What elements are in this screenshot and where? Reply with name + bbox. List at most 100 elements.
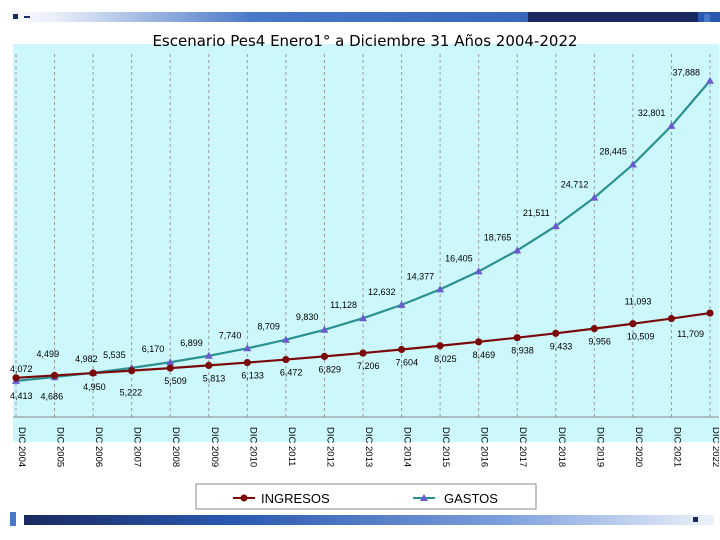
data-point-upper <box>628 160 637 168</box>
data-label-lower: 4,686 <box>41 391 64 401</box>
x-tick-label: DIC 2020 <box>633 427 644 467</box>
data-label-upper: 6,899 <box>180 338 203 348</box>
data-point-lower <box>667 314 676 323</box>
legend-box <box>195 483 537 510</box>
data-label-lower: 9,956 <box>588 337 611 347</box>
data-label-lower: 5,509 <box>164 376 187 386</box>
data-label-lower: 5,222 <box>120 388 143 398</box>
x-tick-label: DIC 2013 <box>363 427 374 467</box>
data-point-upper <box>436 285 445 293</box>
data-label-lower: 6,133 <box>241 371 264 381</box>
legend-marker <box>240 494 248 502</box>
x-tick-label: DIC 2010 <box>247 427 258 467</box>
data-label-upper: 16,405 <box>445 253 473 263</box>
data-label-lower: 6,472 <box>280 368 303 378</box>
data-point-upper <box>474 267 483 275</box>
x-tick-label: DIC 2022 <box>710 427 719 467</box>
slide-top-dash <box>24 16 30 18</box>
data-label-lower: 10,509 <box>627 332 655 342</box>
data-label-upper: 4,072 <box>10 364 33 374</box>
legend-label: INGRESOS <box>261 491 330 506</box>
data-point-lower <box>590 325 598 333</box>
legend-label: GASTOS <box>444 491 498 506</box>
data-point-upper <box>667 121 676 129</box>
data-label-lower: 11,093 <box>625 297 652 307</box>
x-tick-label: DIC 2012 <box>324 427 335 467</box>
data-label-upper: 37,888 <box>672 68 700 78</box>
data-point-lower <box>205 361 213 370</box>
data-point-upper <box>551 222 560 230</box>
x-tick-label: DIC 2005 <box>55 427 66 467</box>
slide-top-marker <box>13 14 18 19</box>
data-point-upper <box>281 335 290 343</box>
data-point-lower <box>128 367 136 375</box>
chart-legend: INGRESOS GASTOS <box>195 483 537 510</box>
data-point-lower <box>552 329 560 337</box>
x-tick-label: DIC 2007 <box>132 427 143 467</box>
data-point-lower <box>166 364 174 372</box>
x-tick-label: DIC 2017 <box>517 427 528 467</box>
data-label-lower: 8,025 <box>434 354 457 364</box>
data-point-upper <box>397 300 406 308</box>
data-label-upper: 7,740 <box>219 330 242 340</box>
data-point-upper <box>706 76 714 84</box>
data-label-lower: 7,206 <box>357 361 380 371</box>
x-tick-label: DIC 2016 <box>479 427 490 467</box>
legend-marker <box>420 494 428 501</box>
data-label-upper: 12,632 <box>368 287 396 297</box>
data-point-lower <box>243 358 251 367</box>
data-label-lower: 11,709 <box>677 329 704 339</box>
data-point-lower <box>320 352 329 360</box>
data-label-lower: 8,938 <box>511 346 534 356</box>
slide-bottom-right-marker <box>693 517 698 522</box>
x-tick-label: DIC 2004 <box>16 427 27 467</box>
data-label-lower: 4,413 <box>10 391 33 401</box>
data-label-upper: 6,170 <box>142 344 165 354</box>
data-point-lower <box>50 371 59 380</box>
chart-title: Escenario Pes4 Enero1° a Diciembre 31 Añ… <box>152 32 577 50</box>
x-tick-label: DIC 2018 <box>556 427 567 467</box>
data-label-lower: 7,604 <box>396 358 419 368</box>
data-label-upper: 8,709 <box>257 322 280 332</box>
x-tick-label: DIC 2021 <box>671 427 682 467</box>
chart-area: Escenario Pes4 Enero1° a Diciembre 31 Añ… <box>3 24 720 512</box>
data-point-lower <box>513 334 521 342</box>
data-point-upper <box>513 246 522 254</box>
data-point-upper <box>590 193 599 201</box>
line-chart: Escenario Pes4 Enero1° a Diciembre 31 Añ… <box>10 32 720 510</box>
data-point-upper <box>243 344 252 352</box>
data-point-upper <box>166 358 175 366</box>
slide-top-bar <box>0 12 720 22</box>
data-label-upper: 11,128 <box>330 300 357 310</box>
data-point-upper <box>204 351 213 359</box>
data-point-upper <box>320 325 329 333</box>
data-label-upper: 24,712 <box>561 180 589 190</box>
data-label-upper: 4,499 <box>37 349 60 359</box>
data-label-lower: 8,469 <box>473 350 496 360</box>
slide-bottom-left-marker <box>10 512 16 526</box>
data-label-upper: 21,511 <box>523 208 550 218</box>
data-label-lower: 6,829 <box>318 364 341 374</box>
x-tick-label: DIC 2008 <box>170 427 181 467</box>
data-point-upper <box>359 314 367 322</box>
data-point-lower <box>629 320 637 328</box>
data-point-lower <box>436 342 444 350</box>
x-tick-label: DIC 2015 <box>440 427 451 467</box>
data-point-lower <box>706 309 714 317</box>
data-label-upper: 9,830 <box>296 312 319 322</box>
x-tick-label: DIC 2014 <box>402 427 413 467</box>
x-tick-label: DIC 2006 <box>93 427 104 467</box>
slide-top-bar-accent <box>528 12 698 22</box>
x-tick-label: DIC 2011 <box>286 427 297 466</box>
data-point-lower <box>12 374 20 382</box>
data-label-lower: 5,813 <box>203 373 226 383</box>
data-label-upper: 5,535 <box>103 350 126 360</box>
data-point-lower <box>397 345 406 354</box>
plot-background <box>13 44 719 442</box>
data-label-lower: 4,950 <box>83 382 106 392</box>
slide-bottom-bar <box>24 515 714 525</box>
x-tick-label: DIC 2009 <box>209 427 220 467</box>
data-point-lower <box>359 349 367 357</box>
data-point-lower <box>89 369 97 377</box>
data-label-upper: 18,765 <box>484 232 512 242</box>
